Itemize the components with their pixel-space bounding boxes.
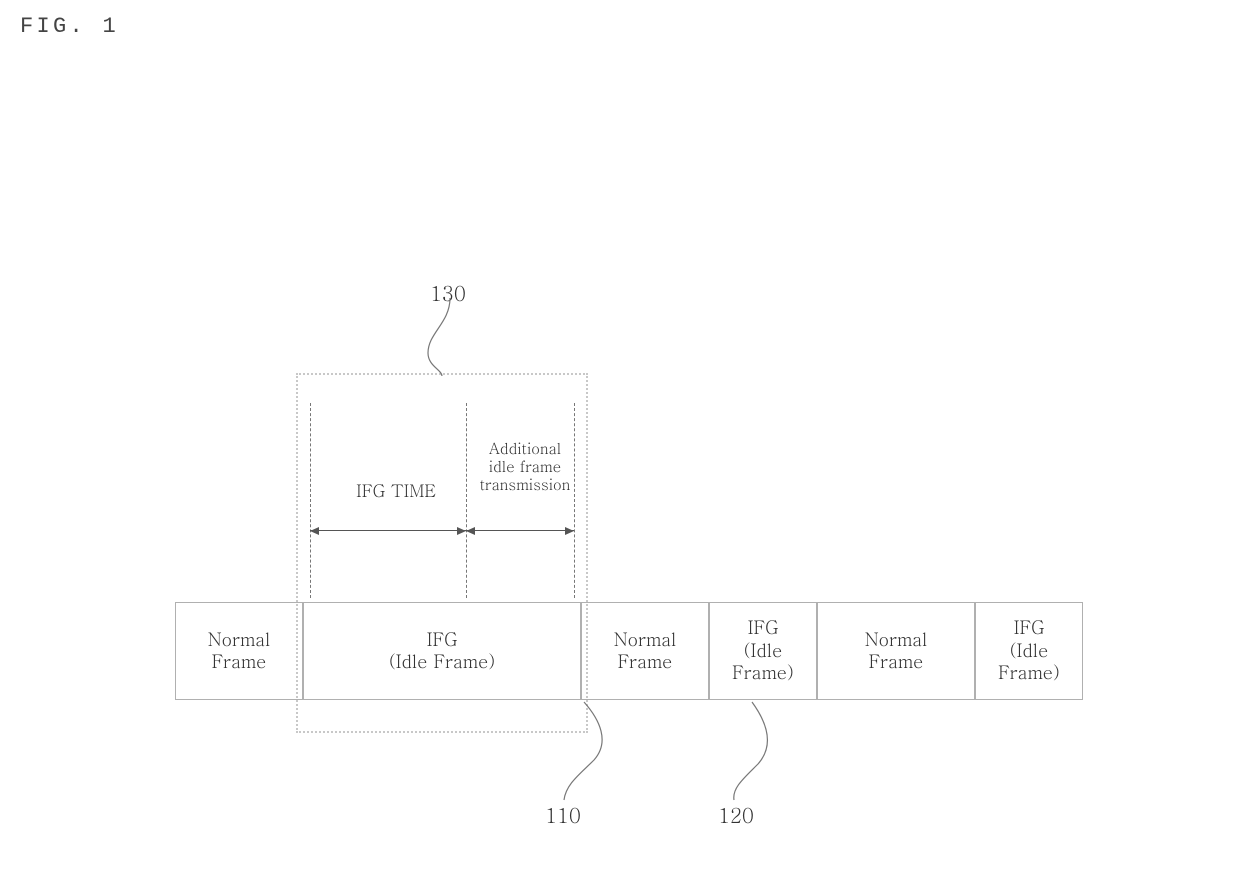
leader-120: [718, 702, 788, 800]
timeline-box-line: Frame: [212, 651, 267, 674]
timeline-box-line: Frame: [618, 651, 673, 674]
label-additional: Additionalidle frametransmission: [470, 440, 580, 494]
timeline-box-4: NormalFrame: [817, 602, 975, 700]
timeline-box-line: Frame): [732, 662, 794, 685]
dim-arrow-additional: [466, 530, 574, 531]
timeline-box-2: NormalFrame: [581, 602, 709, 700]
leader-130: [420, 298, 480, 376]
dim-arrow-ifg-time: [310, 530, 466, 531]
guide-right: [574, 403, 575, 598]
ref-110: 110: [545, 800, 581, 829]
timeline-box-line: Normal: [614, 629, 677, 652]
callout-130: [296, 373, 588, 733]
timeline-box-line: IFG: [1014, 617, 1045, 640]
label-additional-line: transmission: [470, 476, 580, 494]
timeline-box-0: NormalFrame: [175, 602, 303, 700]
label-ifg-time: IFG TIME: [336, 480, 456, 500]
guide-mid: [466, 403, 467, 598]
timeline-box-line: (Idle: [1010, 640, 1049, 663]
timeline-box-5: IFG(IdleFrame): [975, 602, 1083, 700]
leader-110: [560, 702, 630, 800]
figure-1-stage: FIG. 1 NormalFrameIFG(Idle Frame)NormalF…: [0, 0, 1240, 891]
figure-caption: FIG. 1: [20, 14, 119, 39]
timeline-box-line: Normal: [865, 629, 928, 652]
timeline-box-line: Normal: [208, 629, 271, 652]
ref-120: 120: [718, 800, 754, 829]
guide-left: [310, 403, 311, 598]
timeline-box-line: (Idle: [744, 640, 783, 663]
timeline-box-3: IFG(IdleFrame): [709, 602, 817, 700]
timeline-box-line: Frame: [869, 651, 924, 674]
timeline-box-line: IFG: [748, 617, 779, 640]
timeline-box-line: Frame): [998, 662, 1060, 685]
